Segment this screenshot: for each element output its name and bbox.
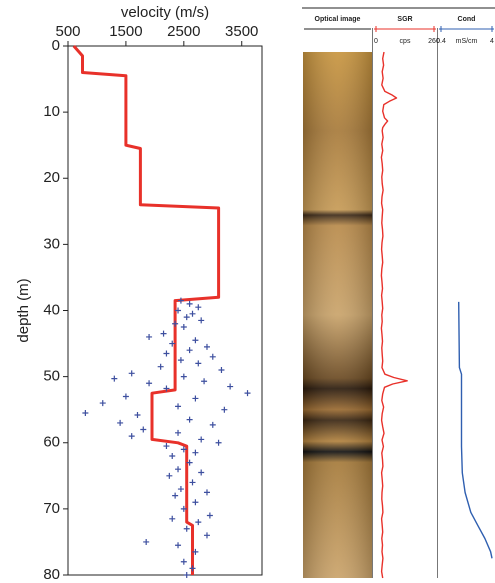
x-tick-label: 1500 <box>109 23 142 40</box>
cross-marker <box>192 449 199 456</box>
cross-marker <box>244 390 251 397</box>
cross-marker <box>160 330 167 337</box>
cross-marker <box>215 439 222 446</box>
optical-image-shade <box>303 52 372 578</box>
track-title: Optical image <box>315 16 361 23</box>
cross-marker <box>192 499 199 506</box>
track-title: SGR <box>397 16 412 23</box>
y-tick-label: 20 <box>43 169 60 186</box>
cross-marker <box>189 479 196 486</box>
cross-marker <box>169 515 176 522</box>
cross-marker <box>186 459 193 466</box>
cross-marker <box>111 375 118 382</box>
cross-marker <box>175 466 182 473</box>
log-curve <box>380 51 408 579</box>
cross-marker <box>227 383 234 390</box>
cross-marker <box>192 395 199 402</box>
cross-marker <box>206 512 213 519</box>
cross-marker <box>128 433 135 440</box>
cross-marker <box>163 350 170 357</box>
cross-marker <box>201 378 208 385</box>
velocity-line <box>72 45 221 575</box>
scale-label: 0.4 <box>436 38 446 45</box>
scale-unit: cps <box>400 38 411 45</box>
cross-marker <box>172 492 179 499</box>
cross-marker <box>183 572 190 578</box>
cross-marker <box>180 324 187 331</box>
cross-marker <box>146 380 153 387</box>
scale-label: 4 <box>490 38 494 45</box>
cross-marker <box>99 400 106 407</box>
cross-marker <box>175 307 182 314</box>
cross-marker <box>203 343 210 350</box>
scale-label: 0 <box>374 38 378 45</box>
cross-marker <box>134 411 141 418</box>
cross-marker <box>175 429 182 436</box>
cross-marker <box>180 373 187 380</box>
cross-marker <box>195 304 202 311</box>
cross-marker <box>177 486 184 493</box>
cross-marker <box>209 353 216 360</box>
cross-marker <box>117 419 124 426</box>
cross-marker <box>221 406 228 413</box>
cross-marker <box>175 542 182 549</box>
cross-marker <box>175 403 182 410</box>
cross-marker <box>146 333 153 340</box>
cross-marker <box>177 357 184 364</box>
cross-marker <box>218 367 225 374</box>
cross-marker <box>183 314 190 321</box>
cross-marker <box>82 409 89 416</box>
cross-marker <box>180 558 187 565</box>
cross-marker <box>198 317 205 324</box>
y-tick-label: 0 <box>52 37 60 54</box>
cross-marker <box>122 393 129 400</box>
cross-marker <box>195 360 202 367</box>
x-tick-label: 3500 <box>225 23 258 40</box>
cross-marker <box>192 548 199 555</box>
cross-marker <box>177 297 184 304</box>
cross-marker <box>143 538 150 545</box>
scale-label: 260 <box>428 38 440 45</box>
cross-marker <box>186 347 193 354</box>
cross-marker <box>180 446 187 453</box>
cross-marker <box>128 370 135 377</box>
cross-marker <box>198 469 205 476</box>
cross-marker <box>186 300 193 307</box>
cross-marker <box>195 519 202 526</box>
y-tick-label: 10 <box>43 103 60 120</box>
cross-marker <box>169 452 176 459</box>
plot-frame <box>67 45 263 576</box>
x-axis-title: velocity (m/s) <box>121 4 209 21</box>
y-tick-label: 70 <box>43 500 60 517</box>
cross-marker <box>203 489 210 496</box>
cross-marker <box>169 340 176 347</box>
cross-marker <box>180 505 187 512</box>
cross-marker <box>203 532 210 539</box>
cross-marker <box>140 426 147 433</box>
x-tick-label: 500 <box>55 23 80 40</box>
y-tick-label: 30 <box>43 235 60 252</box>
cross-marker <box>166 472 173 479</box>
y-tick-label: 50 <box>43 368 60 385</box>
cross-marker <box>198 436 205 443</box>
y-tick-label: 80 <box>43 566 60 583</box>
cross-marker <box>186 416 193 423</box>
y-tick-label: 40 <box>43 301 60 318</box>
cross-marker <box>183 525 190 532</box>
cross-marker <box>172 320 179 327</box>
x-tick-label: 2500 <box>167 23 200 40</box>
cross-marker <box>189 310 196 317</box>
y-axis-title: depth (m) <box>15 278 32 342</box>
cross-marker <box>209 421 216 428</box>
cross-marker <box>157 363 164 370</box>
track-title: Cond <box>458 16 476 23</box>
cross-marker <box>163 385 170 392</box>
cross-marker <box>163 443 170 450</box>
y-tick-label: 60 <box>43 434 60 451</box>
cross-marker <box>189 565 196 572</box>
log-curve <box>458 301 493 559</box>
cross-marker <box>192 337 199 344</box>
scale-unit: mS/cm <box>456 38 478 45</box>
